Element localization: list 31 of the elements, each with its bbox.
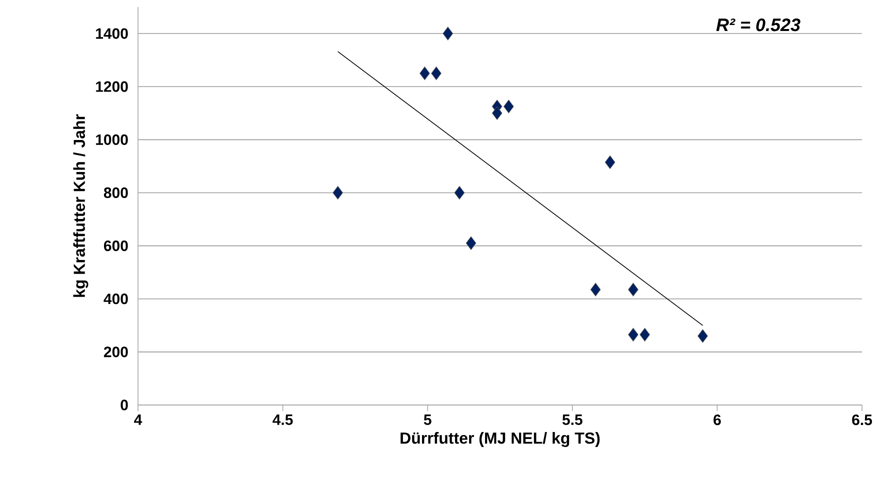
x-tick-label: 6.5 — [852, 414, 872, 426]
y-tick-label: 1200 — [96, 81, 128, 92]
y-tick-label: 0 — [120, 400, 128, 410]
point — [640, 328, 650, 342]
x-tick-label: 5.5 — [562, 414, 582, 425]
y-tick-label: 400 — [104, 294, 128, 304]
point — [420, 66, 430, 80]
x-tick-label: 4.5 — [272, 414, 293, 425]
point — [604, 155, 616, 169]
y-tick-label: 1400 — [96, 28, 128, 39]
y-tick-label: 800 — [104, 187, 128, 198]
y-axis-title: kg Kraftfutter Kuh / Jahr — [73, 114, 88, 297]
point — [504, 100, 514, 114]
point — [454, 186, 465, 200]
x-axis-title: Dürrfutter (MJ NEL/ kg TS) — [400, 432, 600, 447]
point — [442, 26, 453, 40]
y-tick-label: 1000 — [96, 134, 128, 145]
y-tick-label: 200 — [104, 346, 128, 358]
point — [431, 66, 442, 80]
x-tick-label: 6 — [714, 414, 721, 426]
point — [628, 328, 638, 342]
point — [466, 236, 476, 250]
x-tick-label: 5 — [424, 414, 432, 425]
y-tick-label: 600 — [104, 240, 128, 252]
point — [590, 282, 601, 296]
x-tick-label: 4 — [134, 414, 142, 425]
point — [492, 106, 502, 120]
point — [698, 329, 708, 343]
point — [332, 186, 343, 200]
annotation: R² = 0.523 — [716, 18, 800, 32]
point — [628, 282, 638, 296]
